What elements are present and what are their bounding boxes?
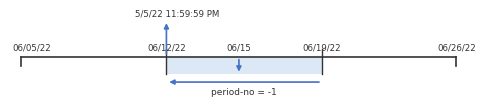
Text: 5/5/22 11:59:59 PM: 5/5/22 11:59:59 PM — [134, 9, 219, 18]
Text: period-no = -1: period-no = -1 — [211, 88, 277, 97]
Text: 06/05/22: 06/05/22 — [13, 44, 51, 53]
Bar — [166, 57, 322, 74]
Text: 06/26/22: 06/26/22 — [437, 44, 476, 53]
Text: 06/19/22: 06/19/22 — [303, 44, 341, 53]
Text: 06/15: 06/15 — [227, 44, 252, 53]
Text: 06/12/22: 06/12/22 — [147, 44, 186, 53]
